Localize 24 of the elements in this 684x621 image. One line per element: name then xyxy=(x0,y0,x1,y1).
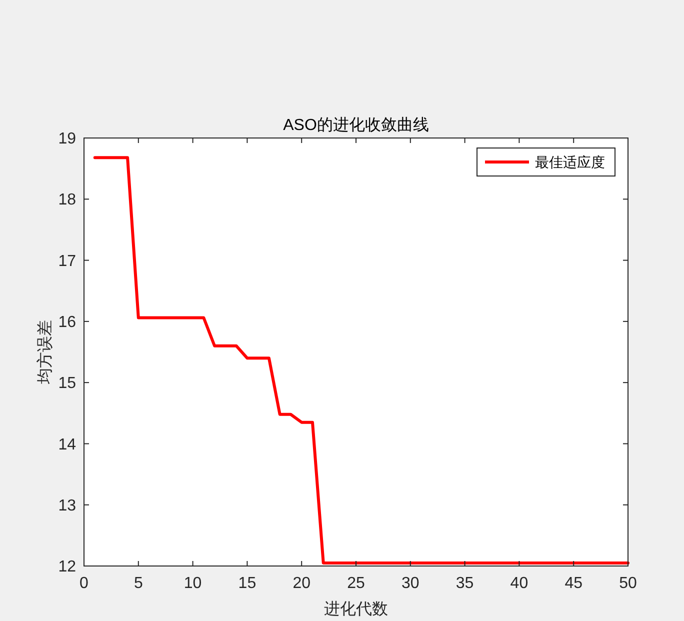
y-tick-label: 15 xyxy=(58,375,76,392)
x-tick-label: 40 xyxy=(510,575,528,592)
x-tick-label: 45 xyxy=(564,575,583,592)
y-tick-label: 12 xyxy=(58,558,76,576)
chart-title: ASO的进化收敛曲线 xyxy=(283,116,429,134)
y-tick-label: 18 xyxy=(58,192,76,209)
x-tick-label: 25 xyxy=(347,575,365,592)
x-axis-title: 进化代数 xyxy=(324,600,388,618)
y-tick-label: 19 xyxy=(58,130,76,148)
y-tick-label: 17 xyxy=(58,252,76,270)
y-tick-label: 16 xyxy=(58,314,76,332)
x-tick-label: 10 xyxy=(184,575,202,592)
legend-label: 最佳适应度 xyxy=(535,154,605,170)
x-tick-label: 15 xyxy=(238,575,256,592)
x-tick-label: 35 xyxy=(456,575,474,592)
x-tick-label: 50 xyxy=(619,575,637,592)
y-tick-label: 13 xyxy=(58,497,76,514)
x-tick-label: 20 xyxy=(292,575,311,592)
y-axis-title: 均方误差 xyxy=(36,320,54,385)
x-tick-label: 30 xyxy=(402,575,420,592)
line-series xyxy=(93,156,630,564)
x-tick-label: 5 xyxy=(134,575,143,592)
x-tick-label: 0 xyxy=(80,575,89,592)
y-tick-label: 14 xyxy=(58,436,76,454)
